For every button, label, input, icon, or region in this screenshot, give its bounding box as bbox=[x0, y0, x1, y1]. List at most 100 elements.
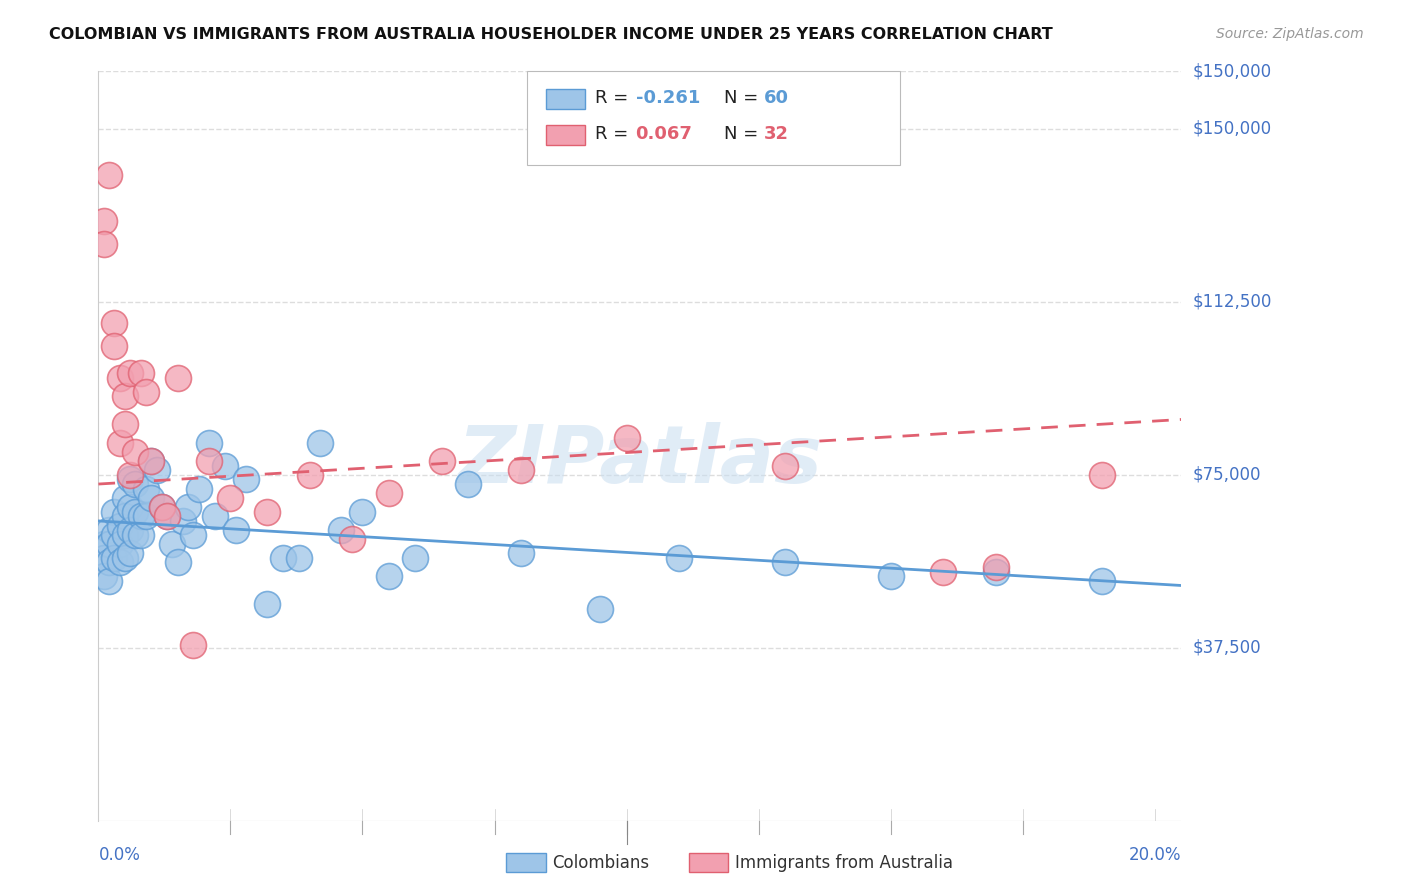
Text: -0.261: -0.261 bbox=[636, 89, 700, 107]
Text: 20.0%: 20.0% bbox=[1129, 846, 1181, 863]
Point bbox=[120, 500, 142, 514]
Point bbox=[509, 463, 531, 477]
Point bbox=[986, 565, 1008, 579]
Point bbox=[177, 500, 200, 514]
Point bbox=[114, 509, 136, 524]
Point bbox=[124, 505, 146, 519]
Point bbox=[103, 339, 125, 353]
Point bbox=[340, 533, 363, 547]
Point bbox=[108, 556, 131, 570]
Point bbox=[108, 435, 131, 450]
Point bbox=[141, 454, 163, 468]
Point bbox=[120, 546, 142, 560]
Text: $112,500: $112,500 bbox=[1192, 293, 1271, 311]
Point bbox=[135, 509, 157, 524]
Text: N =: N = bbox=[724, 89, 763, 107]
Point bbox=[141, 454, 163, 468]
Point bbox=[172, 514, 194, 528]
Point bbox=[162, 537, 184, 551]
Point bbox=[330, 523, 353, 537]
Point bbox=[256, 597, 278, 611]
Point bbox=[773, 556, 796, 570]
Point bbox=[166, 371, 188, 385]
Point bbox=[156, 509, 179, 524]
Point bbox=[183, 639, 205, 653]
Point bbox=[183, 528, 205, 542]
Text: $37,500: $37,500 bbox=[1192, 639, 1261, 657]
Point bbox=[668, 550, 690, 565]
Point bbox=[198, 454, 221, 468]
Text: ZIPatlas: ZIPatlas bbox=[457, 422, 823, 500]
Point bbox=[288, 550, 311, 565]
Point bbox=[129, 509, 152, 524]
Point bbox=[145, 463, 167, 477]
Point bbox=[187, 482, 209, 496]
Point bbox=[404, 550, 426, 565]
Point bbox=[103, 505, 125, 519]
Text: $150,000: $150,000 bbox=[1192, 120, 1271, 138]
Point bbox=[166, 556, 188, 570]
Point bbox=[98, 556, 121, 570]
Text: $150,000: $150,000 bbox=[1192, 62, 1271, 80]
Point bbox=[98, 168, 121, 182]
Point bbox=[103, 316, 125, 330]
Point bbox=[98, 574, 121, 588]
Point bbox=[986, 560, 1008, 574]
Text: $75,000: $75,000 bbox=[1192, 466, 1261, 483]
Point bbox=[616, 431, 638, 445]
Point bbox=[879, 569, 901, 583]
Point bbox=[114, 528, 136, 542]
Point bbox=[108, 371, 131, 385]
Text: N =: N = bbox=[724, 125, 763, 143]
Text: 0.0%: 0.0% bbox=[98, 846, 141, 863]
Point bbox=[198, 435, 221, 450]
Point bbox=[378, 486, 401, 500]
Point bbox=[271, 550, 294, 565]
Text: Source: ZipAtlas.com: Source: ZipAtlas.com bbox=[1216, 27, 1364, 41]
Point bbox=[103, 550, 125, 565]
Point bbox=[120, 467, 142, 482]
Point bbox=[93, 537, 115, 551]
Point bbox=[430, 454, 453, 468]
Text: R =: R = bbox=[595, 125, 634, 143]
Point bbox=[150, 500, 173, 514]
Point bbox=[124, 477, 146, 491]
Point bbox=[108, 518, 131, 533]
Point bbox=[93, 237, 115, 252]
Point bbox=[589, 601, 612, 615]
Point bbox=[141, 491, 163, 505]
Point bbox=[204, 509, 226, 524]
Point bbox=[135, 482, 157, 496]
Point bbox=[108, 537, 131, 551]
Point bbox=[98, 537, 121, 551]
Point bbox=[93, 569, 115, 583]
Point bbox=[932, 565, 955, 579]
Text: Colombians: Colombians bbox=[553, 854, 650, 871]
Text: 0.067: 0.067 bbox=[636, 125, 692, 143]
Point bbox=[114, 491, 136, 505]
Point bbox=[124, 444, 146, 458]
Point bbox=[219, 491, 242, 505]
Point bbox=[135, 384, 157, 399]
Text: 32: 32 bbox=[763, 125, 789, 143]
Point bbox=[298, 467, 321, 482]
Point bbox=[150, 500, 173, 514]
Point bbox=[214, 458, 236, 473]
Text: COLOMBIAN VS IMMIGRANTS FROM AUSTRALIA HOUSEHOLDER INCOME UNDER 25 YEARS CORRELA: COLOMBIAN VS IMMIGRANTS FROM AUSTRALIA H… bbox=[49, 27, 1053, 42]
Point bbox=[256, 505, 278, 519]
Point bbox=[103, 528, 125, 542]
Text: Immigrants from Australia: Immigrants from Australia bbox=[735, 854, 953, 871]
Point bbox=[309, 435, 332, 450]
Point bbox=[98, 523, 121, 537]
Point bbox=[114, 550, 136, 565]
Point bbox=[120, 472, 142, 486]
Point bbox=[156, 509, 179, 524]
Point bbox=[509, 546, 531, 560]
Text: R =: R = bbox=[595, 89, 634, 107]
Point bbox=[773, 458, 796, 473]
Point bbox=[378, 569, 401, 583]
Point bbox=[120, 367, 142, 381]
Point bbox=[124, 528, 146, 542]
Point bbox=[93, 550, 115, 565]
Point bbox=[457, 477, 479, 491]
